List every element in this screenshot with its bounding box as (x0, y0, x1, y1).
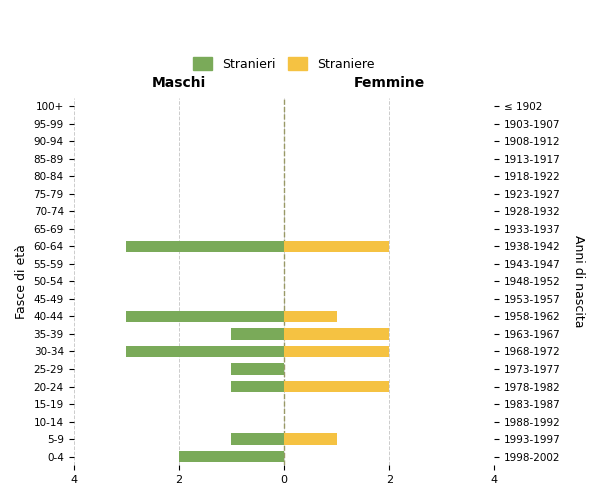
Bar (126, 241, 284, 252)
Bar (232, 381, 284, 392)
Text: Femmine: Femmine (353, 76, 425, 90)
Bar (126, 346, 284, 357)
Y-axis label: Fasce di età: Fasce di età (15, 244, 28, 319)
Bar (232, 364, 284, 374)
Bar (179, 451, 284, 462)
Bar (284, 241, 389, 252)
Text: Maschi: Maschi (152, 76, 206, 90)
Bar (284, 328, 389, 340)
Bar (284, 434, 337, 444)
Bar (232, 434, 284, 444)
Bar (232, 328, 284, 340)
Bar (126, 311, 284, 322)
Bar (284, 381, 389, 392)
Bar (284, 346, 389, 357)
Legend: Stranieri, Straniere: Stranieri, Straniere (188, 52, 379, 76)
Y-axis label: Anni di nascita: Anni di nascita (572, 235, 585, 328)
Bar (284, 311, 337, 322)
